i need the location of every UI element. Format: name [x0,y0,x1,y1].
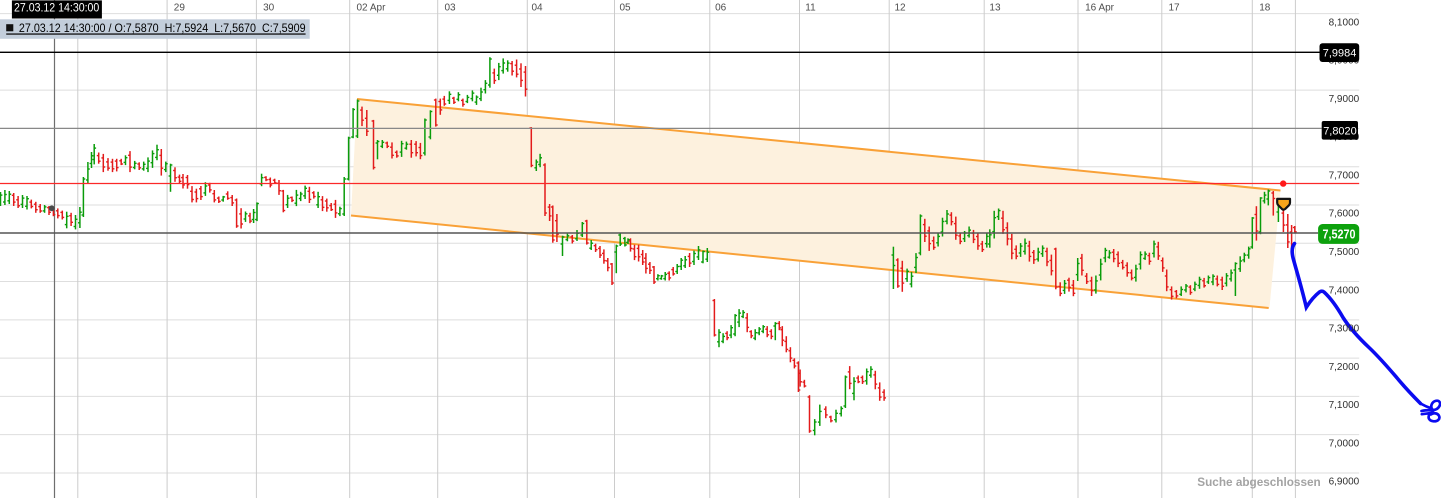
svg-text:18: 18 [1259,2,1271,13]
svg-text:7,5000: 7,5000 [1329,247,1360,258]
svg-text:12: 12 [895,2,907,13]
svg-text:7,0000: 7,0000 [1329,438,1360,449]
svg-text:17: 17 [1169,2,1181,13]
svg-text:13: 13 [989,2,1001,13]
svg-text:16 Apr: 16 Apr [1085,2,1115,13]
svg-text:05: 05 [620,2,632,13]
svg-text:7,6000: 7,6000 [1329,209,1360,220]
svg-text:7,9000: 7,9000 [1329,94,1360,105]
svg-text:29: 29 [174,2,186,13]
svg-text:7,9984: 7,9984 [1323,48,1357,60]
svg-text:03: 03 [445,2,457,13]
svg-text:8,1000: 8,1000 [1329,17,1360,28]
svg-text:7,5270: 7,5270 [1323,227,1356,241]
svg-text:27.03.12 14:30:00: 27.03.12 14:30:00 [14,2,99,14]
svg-text:7,2000: 7,2000 [1329,362,1360,373]
svg-text:6,9000: 6,9000 [1329,477,1360,488]
svg-text:7,8020: 7,8020 [1323,125,1357,137]
svg-text:7,1000: 7,1000 [1329,400,1360,411]
svg-text:30: 30 [263,2,275,13]
svg-text:Suche abgeschlossen: Suche abgeschlossen [1197,475,1320,489]
svg-text:27.03.12 14:30:00 / O:7,5870: 27.03.12 14:30:00 / O:7,5870 H:7,5924 L:… [19,21,306,35]
svg-text:7,4000: 7,4000 [1329,285,1360,296]
svg-text:7,7000: 7,7000 [1329,170,1360,181]
svg-text:7,3000: 7,3000 [1329,324,1360,335]
svg-text:04: 04 [532,2,544,13]
svg-text:02 Apr: 02 Apr [357,2,387,13]
svg-text:06: 06 [715,2,727,13]
svg-text:11: 11 [805,2,816,13]
